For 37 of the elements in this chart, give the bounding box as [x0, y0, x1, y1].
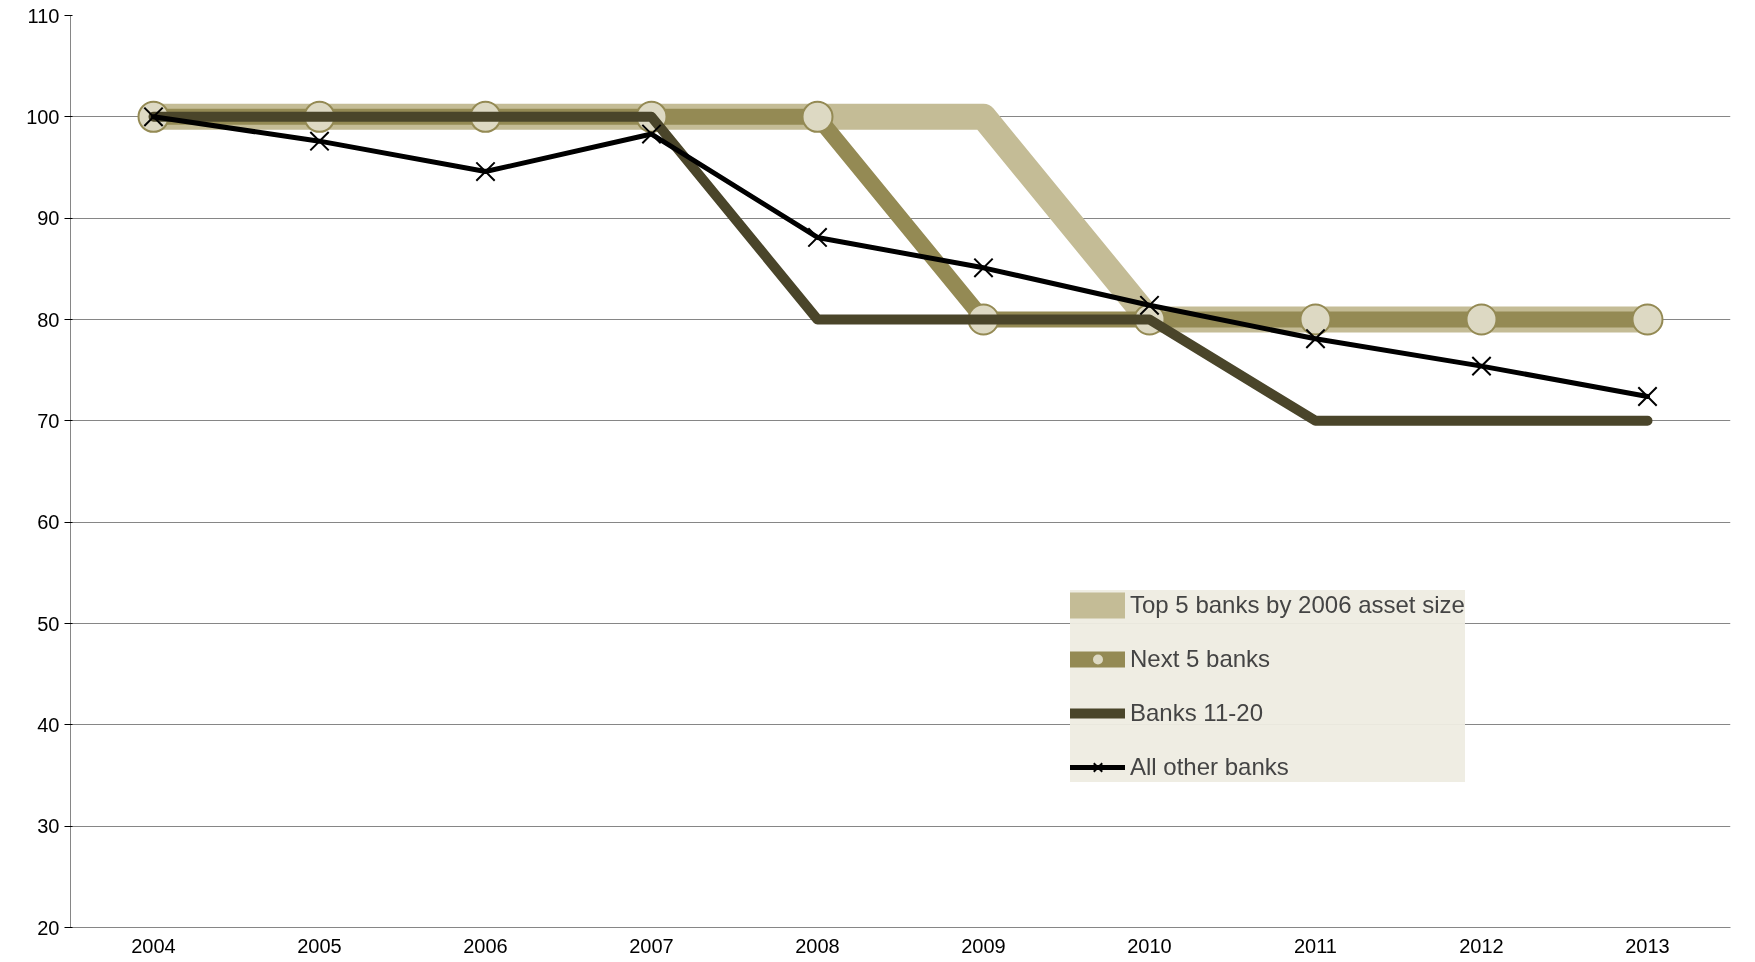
- point: [1631, 303, 1664, 336]
- point: [801, 100, 834, 133]
- x-tick-label: 2010: [1127, 934, 1172, 957]
- y-tick-label: 50: [37, 612, 60, 635]
- x-tick-label: 2005: [297, 934, 342, 957]
- point: [475, 161, 496, 182]
- y-tick-label: 110: [27, 4, 60, 27]
- x-tick-label: 2011: [1294, 934, 1338, 957]
- point: [807, 227, 828, 248]
- y-tick-label: 80: [37, 308, 60, 331]
- x-tick-label: 2008: [795, 934, 840, 957]
- point: [1465, 303, 1498, 336]
- y-tick-label: 40: [37, 713, 60, 736]
- point: [1299, 303, 1332, 336]
- y-tick-label: 20: [37, 916, 60, 939]
- point: [1637, 386, 1658, 407]
- point: [1471, 355, 1492, 377]
- y-tick-label: 60: [37, 511, 60, 534]
- x-tick-label: 2009: [961, 934, 1006, 957]
- y-tick-label: 100: [26, 105, 60, 128]
- point: [1305, 328, 1326, 349]
- y-tick-label: 90: [37, 207, 60, 230]
- point: [309, 130, 330, 152]
- legend-label: Top 5 banks by 2006 asset size: [1130, 591, 1465, 619]
- legend-label: Next 5 banks: [1130, 645, 1271, 673]
- y-tick-label: 30: [37, 815, 60, 838]
- point: [973, 257, 994, 279]
- x-tick-label: 2007: [629, 934, 674, 957]
- legend-label: All other banks: [1130, 753, 1289, 781]
- x-tick-label: 2004: [131, 934, 176, 957]
- point: [641, 123, 662, 145]
- legend-label: Banks 11-20: [1130, 699, 1263, 727]
- x-tick-label: 2012: [1459, 934, 1504, 957]
- x-tick-label: 2013: [1625, 934, 1670, 957]
- x-tick-label: 2006: [463, 934, 508, 957]
- y-tick-label: 70: [37, 409, 60, 432]
- point: [1139, 295, 1160, 316]
